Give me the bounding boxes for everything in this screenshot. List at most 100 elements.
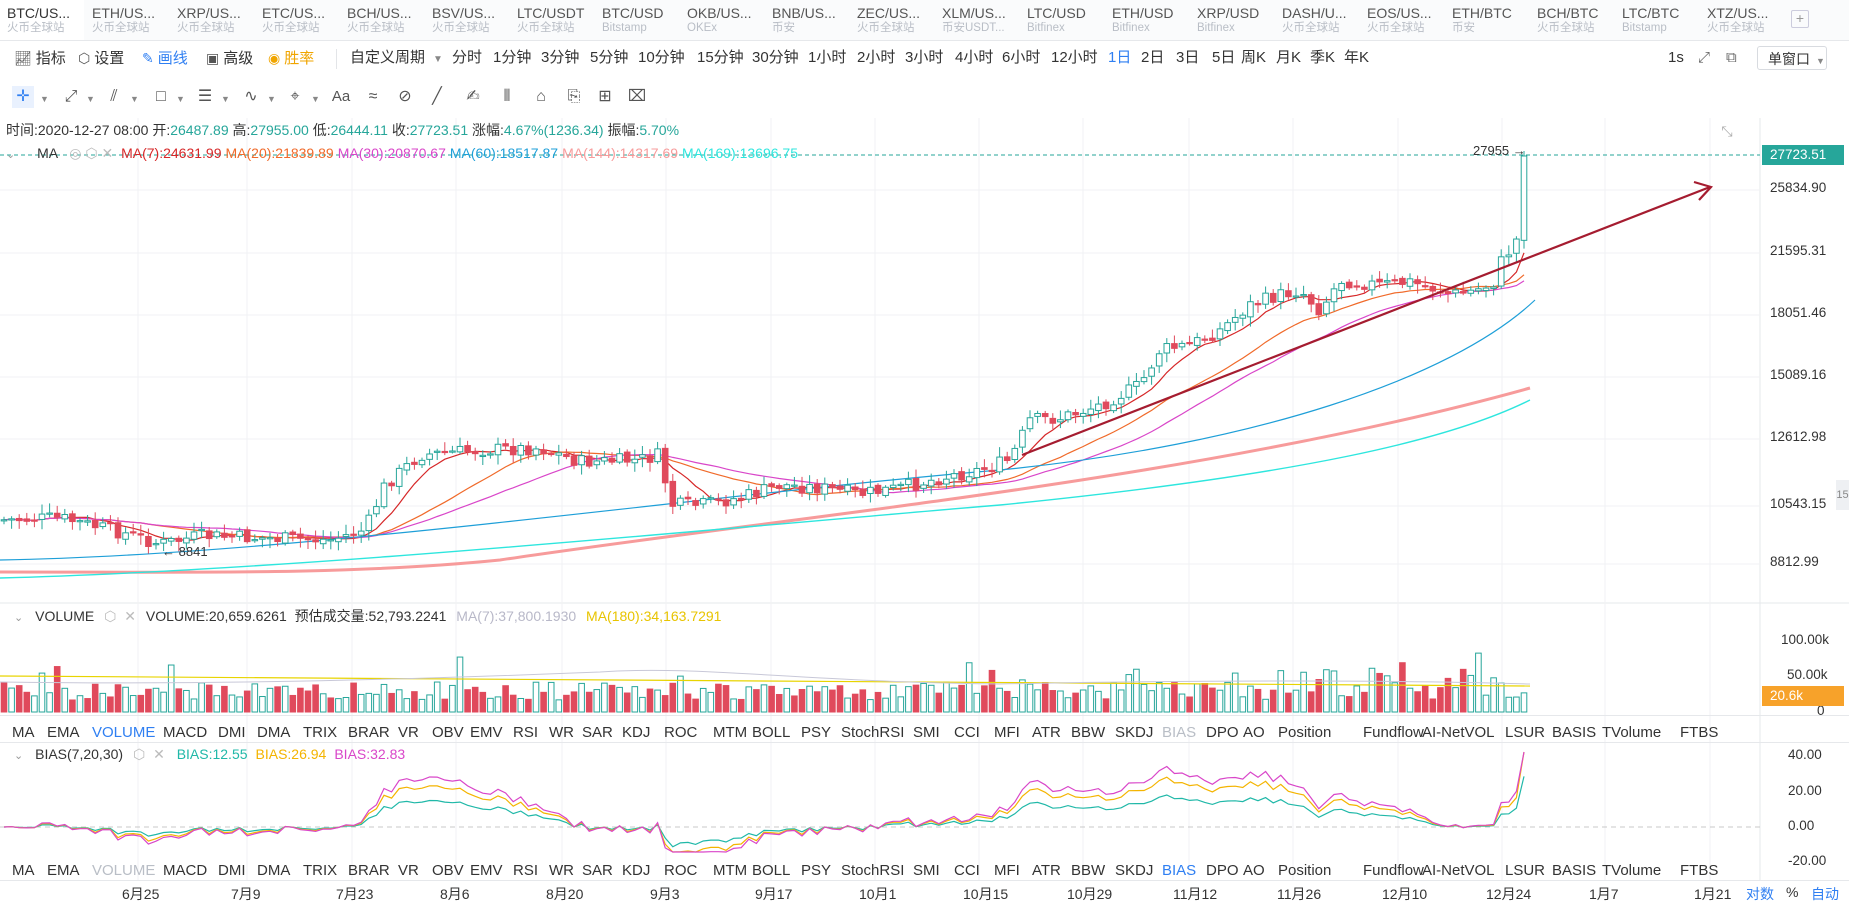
indicator-atr[interactable]: ATR xyxy=(1032,724,1061,741)
tab-17[interactable]: ETH/BTC 币安 xyxy=(1445,0,1529,40)
indicator-kdj[interactable]: KDJ xyxy=(622,862,651,879)
indicator-stochrsi[interactable]: StochRSI xyxy=(841,862,905,879)
advanced-button[interactable]: ▣ 高级 xyxy=(206,50,254,67)
tab-14[interactable]: XRP/USD Bitfinex xyxy=(1190,0,1274,40)
tab-4[interactable]: BCH/US... 火币全球站 xyxy=(340,0,424,40)
settings-icon[interactable]: ⬡ xyxy=(85,145,98,161)
indicator-ftbs[interactable]: FTBS xyxy=(1680,724,1719,741)
indicator-boll[interactable]: BOLL xyxy=(752,862,791,879)
winrate-button[interactable]: ◉ 胜率 xyxy=(268,50,315,67)
indicator-dma[interactable]: DMA xyxy=(257,862,291,879)
tab-2[interactable]: XRP/US... 火币全球站 xyxy=(170,0,254,40)
indicator-stochrsi[interactable]: StochRSI xyxy=(841,724,905,741)
indicator-smi[interactable]: SMI xyxy=(913,862,940,879)
eye-icon[interactable]: ◎ xyxy=(69,145,82,161)
indicator-mfi[interactable]: MFI xyxy=(994,724,1020,741)
tab-18[interactable]: BCH/BTC 火币全球站 xyxy=(1530,0,1614,40)
close-icon[interactable]: ✕ xyxy=(124,608,136,624)
tab-7[interactable]: BTC/USD Bitstamp xyxy=(595,0,679,40)
period-18[interactable]: 月K xyxy=(1276,49,1302,66)
close-icon[interactable]: ✕ xyxy=(101,145,114,161)
indicator-bbw[interactable]: BBW xyxy=(1071,724,1106,741)
caret-down-icon[interactable]: ▼ xyxy=(130,94,139,104)
collapse-icon[interactable]: ⌄ xyxy=(14,750,24,762)
indicator-ao[interactable]: AO xyxy=(1243,862,1265,879)
indicator-sar[interactable]: SAR xyxy=(582,724,613,741)
tab-13[interactable]: ETH/USD Bitfinex xyxy=(1105,0,1189,40)
expand-icon[interactable]: ⤡ xyxy=(1721,123,1733,139)
period-0[interactable]: 分时 xyxy=(452,49,483,66)
period-19[interactable]: 季K xyxy=(1310,49,1336,66)
add-tab-button[interactable]: + xyxy=(1791,10,1809,28)
snapshot-icon[interactable]: ⊞ xyxy=(598,88,612,105)
tab-8[interactable]: OKB/US... OKEx xyxy=(680,0,764,40)
period-10[interactable]: 4小时 xyxy=(955,49,994,66)
indicator-dmi[interactable]: DMI xyxy=(218,862,246,879)
popout-icon[interactable]: ⧉ xyxy=(1726,49,1737,66)
tab-12[interactable]: LTC/USD Bitfinex xyxy=(1020,0,1104,40)
indicators-button[interactable]: 📈︎ 指标 xyxy=(14,50,66,67)
period-1[interactable]: 1分钟 xyxy=(493,49,532,66)
indicator-lsur[interactable]: LSUR xyxy=(1505,724,1546,741)
wave-icon[interactable]: ∿ xyxy=(244,88,258,105)
period-7[interactable]: 1小时 xyxy=(808,49,847,66)
tab-5[interactable]: BSV/US... 火币全球站 xyxy=(425,0,509,40)
indicator-dma[interactable]: DMA xyxy=(257,724,291,741)
indicator-dpo[interactable]: DPO xyxy=(1206,724,1239,741)
period-4[interactable]: 10分钟 xyxy=(638,49,685,66)
indicator-lsur[interactable]: LSUR xyxy=(1505,862,1546,879)
indicator-kdj[interactable]: KDJ xyxy=(622,724,651,741)
parallel-channel-icon[interactable]: ⫽ xyxy=(110,88,118,105)
indicator-position[interactable]: Position xyxy=(1278,724,1332,741)
indicator-ao[interactable]: AO xyxy=(1243,724,1265,741)
indicator-macd[interactable]: MACD xyxy=(163,862,208,879)
indicator-basis[interactable]: BASIS xyxy=(1552,724,1597,741)
period-3[interactable]: 5分钟 xyxy=(590,49,629,66)
measure-icon[interactable]: ⌖ xyxy=(290,88,300,105)
indicator-mfi[interactable]: MFI xyxy=(994,862,1020,879)
indicator-brar[interactable]: BRAR xyxy=(348,724,390,741)
tab-19[interactable]: LTC/BTC Bitstamp xyxy=(1615,0,1699,40)
caret-down-icon[interactable]: ▼ xyxy=(176,94,185,104)
period-15[interactable]: 3日 xyxy=(1176,49,1200,66)
indicator-fundflow[interactable]: Fundflow xyxy=(1363,862,1424,879)
indicator-ai-netvol[interactable]: AI-NetVOL xyxy=(1422,724,1495,741)
indicator-position[interactable]: Position xyxy=(1278,862,1332,879)
period-14[interactable]: 2日 xyxy=(1141,49,1165,66)
indicator-rsi[interactable]: RSI xyxy=(513,724,539,741)
indicator-atr[interactable]: ATR xyxy=(1032,862,1061,879)
tab-3[interactable]: ETC/US... 火币全球站 xyxy=(255,0,339,40)
indicator-smi[interactable]: SMI xyxy=(913,724,940,741)
indicator-basis[interactable]: BASIS xyxy=(1552,862,1597,879)
period-11[interactable]: 6小时 xyxy=(1002,49,1041,66)
indicator-wr[interactable]: WR xyxy=(549,724,574,741)
period-9[interactable]: 3小时 xyxy=(905,49,944,66)
settings-icon[interactable]: ⬡ xyxy=(132,746,146,762)
close-icon[interactable]: ✕ xyxy=(153,746,165,762)
indicator-ema[interactable]: EMA xyxy=(47,724,80,741)
indicator-trix[interactable]: TRIX xyxy=(303,862,338,879)
indicator-ma[interactable]: MA xyxy=(12,724,35,741)
custom-period-dropdown[interactable]: 自定义周期 ▼ xyxy=(350,49,443,66)
indicator-ftbs[interactable]: FTBS xyxy=(1680,862,1719,879)
fullscreen-icon[interactable]: ⤢ xyxy=(1698,49,1711,66)
trendline-icon[interactable]: ⤢ xyxy=(64,88,78,105)
settings-button[interactable]: ⬡ 设置 xyxy=(78,50,125,67)
indicator-emv[interactable]: EMV xyxy=(470,724,503,741)
copy-icon[interactable]: ⎘ xyxy=(567,88,581,105)
refresh-interval[interactable]: 1s xyxy=(1668,49,1684,66)
indicator-obv[interactable]: OBV xyxy=(432,862,464,879)
indicator-mtm[interactable]: MTM xyxy=(713,862,748,879)
tab-10[interactable]: ZEC/US... 火币全球站 xyxy=(850,0,934,40)
rectangle-icon[interactable]: □ xyxy=(156,88,166,105)
text-icon[interactable]: Aa xyxy=(331,88,351,105)
draw-line-button[interactable]: ✎ 画线 xyxy=(142,50,188,67)
pattern-icon[interactable]: ⫴ xyxy=(503,88,511,105)
tab-11[interactable]: XLM/US... 币安USDT... xyxy=(935,0,1019,40)
indicator-bbw[interactable]: BBW xyxy=(1071,862,1106,879)
lock-icon[interactable]: ⌂ xyxy=(536,88,546,105)
indicator-vr[interactable]: VR xyxy=(398,862,419,879)
indicator-skdj[interactable]: SKDJ xyxy=(1115,862,1154,879)
caret-down-icon[interactable]: ▼ xyxy=(86,94,95,104)
